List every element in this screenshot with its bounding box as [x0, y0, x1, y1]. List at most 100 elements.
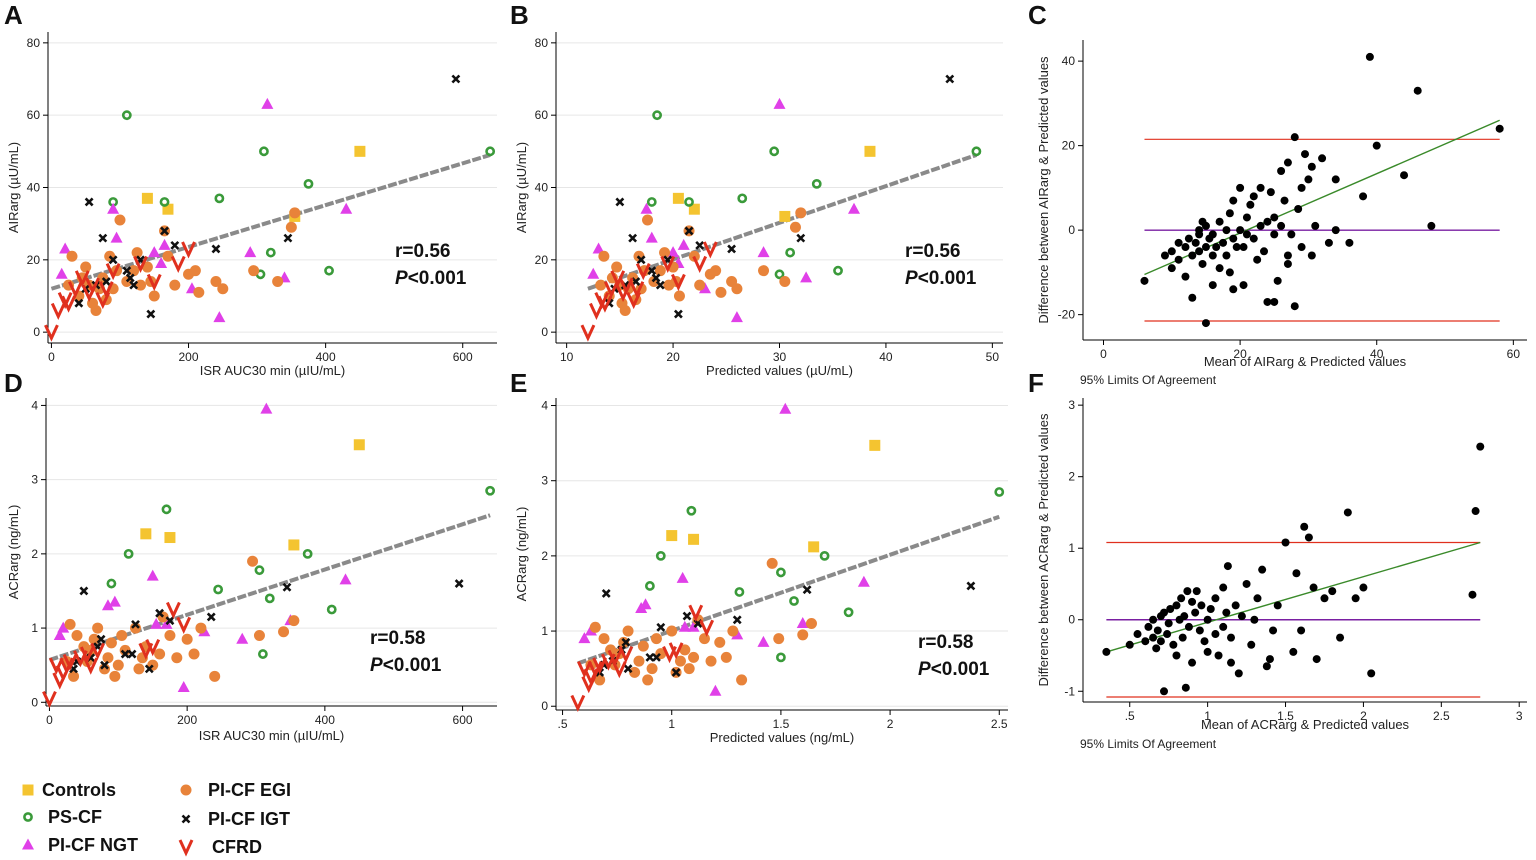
panel-d-ytick-label-0: 0 — [31, 695, 38, 709]
panel-f-xtick-label-1: 1 — [1204, 709, 1211, 723]
legend-marker-controls — [22, 784, 34, 796]
panel-f-point-10 — [1156, 637, 1165, 646]
panel-e-fit-line — [577, 514, 1000, 666]
panel-e-point-pi-cf-igt-5 — [621, 637, 631, 647]
panel-b-y-axis-label: AIRarg (µU/mL) — [514, 142, 529, 233]
panel-a-point-ps-cf-8 — [324, 265, 334, 276]
panel-c-point-78 — [1359, 192, 1368, 201]
panel-f-point-17 — [1172, 601, 1181, 610]
panel-e-point-pi-cf-ngt-3 — [639, 598, 652, 610]
panel-a-point-controls-0 — [141, 192, 153, 204]
panel-f-point-0 — [1102, 647, 1111, 656]
panel-a-point-pi-cf-ngt-5 — [155, 256, 168, 268]
legend-label-controls: Controls — [42, 780, 116, 800]
panel-a-ytick-label-1: 20 — [27, 253, 41, 267]
panel-e-stat-p-value: <0.001 — [931, 659, 990, 680]
panel-a-xtick-label-3: 600 — [453, 350, 473, 364]
legend-item-controls: Controls — [22, 780, 116, 800]
panel-d-point-pi-cf-igt-8 — [127, 649, 137, 659]
panel-d-point-ps-cf-8 — [257, 649, 268, 659]
panel-b-point-controls-0 — [672, 192, 684, 204]
panel-b-stat-p-italic: P — [905, 268, 918, 289]
panel-a-point-pi-cf-igt-4 — [98, 233, 108, 243]
panel-d-ytick-label-1: 1 — [31, 621, 38, 635]
panel-c-point-46 — [1256, 221, 1265, 230]
panel-c-point-75 — [1331, 175, 1340, 184]
panel-a-scatter: 0 20 40 60 80 0 200 400 600 ISR AUC30 min (µIU/mL… — [6, 32, 497, 378]
panel-e-point-pi-cf-igt-7 — [645, 652, 655, 662]
panel-letter-c: C — [1028, 0, 1047, 30]
panel-b-point-pi-cf-egi-32 — [789, 221, 801, 233]
panel-a-point-pi-cf-egi-19 — [141, 261, 153, 273]
panel-a-point-pi-cf-egi-23 — [162, 250, 174, 262]
panel-c-point-41 — [1242, 230, 1251, 239]
panel-c-ytick-label-2: 20 — [1062, 139, 1076, 153]
panel-e-point-pi-cf-egi-10 — [633, 655, 645, 667]
panel-a-y-axis-label: AIRarg (µU/mL) — [6, 142, 21, 233]
panel-d-point-ps-cf-2 — [161, 504, 172, 515]
panel-e-xtick-label-0: .5 — [558, 717, 568, 731]
panel-e-point-pi-cf-igt-15 — [966, 581, 976, 591]
panel-d-stat-p-value: <0.001 — [383, 655, 442, 676]
panel-d-point-pi-cf-igt-9 — [131, 619, 140, 629]
panel-c-point-19 — [1201, 221, 1210, 230]
panel-e-point-pi-cf-egi-29 — [766, 557, 778, 569]
panel-c-point-40 — [1242, 213, 1251, 222]
panel-d-point-ps-cf-7 — [326, 604, 337, 615]
panel-d-point-cfrd-4 — [59, 657, 75, 675]
panel-f-points — [1102, 442, 1485, 696]
panel-b-point-pi-cf-ngt-8 — [730, 311, 743, 323]
panel-b-point-pi-cf-egi-1 — [598, 250, 610, 262]
panel-b-point-cfrd-4 — [603, 281, 619, 299]
panel-f-point-34 — [1203, 647, 1212, 656]
panel-c-point-3 — [1167, 247, 1176, 256]
panel-c-point-42 — [1246, 200, 1255, 209]
panel-a-point-pi-cf-ngt-6 — [158, 238, 171, 250]
legend-item-ps-cf: PS-CF — [23, 807, 102, 827]
panel-c-point-71 — [1307, 162, 1316, 171]
panel-a-point-ps-cf-0 — [121, 110, 132, 121]
panel-a-point-cfrd-0 — [44, 324, 59, 342]
panel-c-ytick-label-3: 40 — [1062, 54, 1076, 68]
panel-b-point-pi-cf-egi-14 — [642, 214, 654, 226]
panel-a-point-pi-cf-igt-0 — [74, 298, 84, 308]
panel-e-point-pi-cf-ngt-9 — [757, 635, 770, 647]
panel-f-point-53 — [1262, 662, 1271, 671]
panel-b-point-cfrd-8 — [626, 291, 642, 310]
panel-b-point-ps-cf-0 — [652, 110, 663, 121]
panel-c-point-68 — [1301, 150, 1309, 159]
panel-d-point-pi-cf-ngt-0 — [53, 628, 66, 640]
panel-f-point-46 — [1234, 669, 1243, 678]
panel-d-point-ps-cf-5 — [264, 593, 275, 604]
panel-f-point-11 — [1160, 687, 1169, 696]
panel-a-point-pi-cf-ngt-12 — [340, 202, 353, 214]
panel-f-point-62 — [1304, 533, 1313, 542]
panel-a-point-cfrd-10 — [105, 263, 121, 281]
panel-d-point-pi-cf-ngt-5 — [150, 617, 163, 629]
panel-b-point-pi-cf-igt-14 — [727, 244, 737, 254]
panel-a-point-cfrd-13 — [170, 255, 186, 274]
panel-b-ytick-label-4: 80 — [535, 36, 549, 50]
panel-c-point-54 — [1270, 213, 1279, 222]
panel-e-point-pi-cf-egi-26 — [720, 651, 732, 663]
panel-a-ytick-label-0: 0 — [33, 325, 40, 339]
panel-f-point-21 — [1178, 633, 1187, 642]
panel-f-point-38 — [1214, 651, 1223, 660]
panel-b-point-cfrd-5 — [610, 270, 626, 288]
panel-c-point-76 — [1331, 226, 1340, 235]
panel-c-point-38 — [1239, 281, 1248, 290]
panel-c-points — [1140, 52, 1504, 328]
panel-a-point-cfrd-11 — [133, 255, 148, 274]
panel-e-stat-p-italic: P — [918, 659, 931, 680]
panel-a-point-controls-1 — [162, 203, 174, 215]
panel-e-point-ps-cf-6 — [819, 550, 830, 561]
panel-d-point-pi-cf-egi-14 — [116, 629, 128, 641]
panel-d-ytick-label-3: 3 — [31, 473, 38, 487]
panel-e-point-ps-cf-7 — [843, 607, 854, 618]
panel-f-point-69 — [1351, 594, 1360, 603]
legend-marker-shape-pi-cf-ngt — [22, 838, 34, 850]
panel-a-point-pi-cf-egi-33 — [289, 207, 301, 219]
panel-f-point-37 — [1211, 630, 1220, 639]
panel-c-point-70 — [1307, 251, 1316, 260]
legend-marker-shape-pi-cf-igt — [181, 814, 191, 824]
